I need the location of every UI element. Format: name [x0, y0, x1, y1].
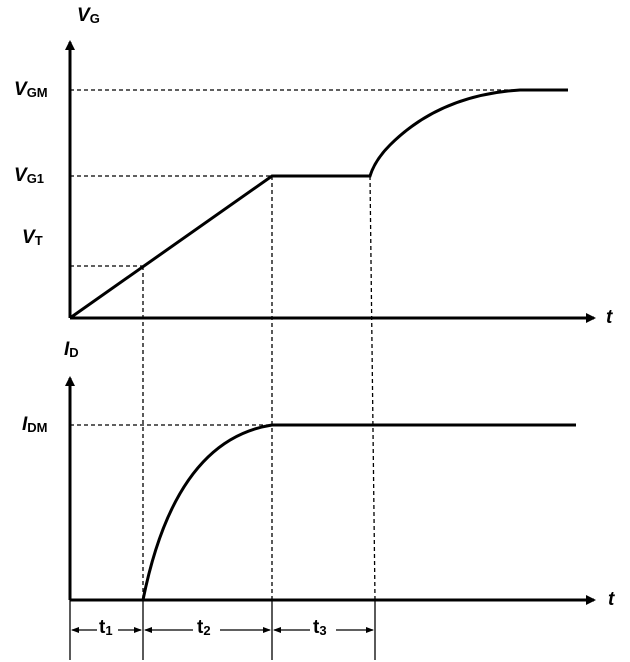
interval-label: t1 — [99, 617, 113, 638]
label-part: 2 — [203, 623, 210, 638]
interval-label: t2 — [197, 617, 211, 638]
label-part: V — [14, 79, 28, 100]
guides — [70, 89, 520, 601]
label-part: V — [77, 5, 91, 26]
label-part: 1 — [105, 623, 112, 638]
label-part: D — [69, 345, 78, 360]
gate-voltage-curve — [69, 88, 568, 320]
level-label: VGM — [14, 79, 48, 100]
label-part: DM — [27, 420, 47, 435]
label-part: I — [22, 414, 28, 435]
drain-current-curve — [141, 423, 576, 601]
label-part: t — [197, 617, 204, 638]
interval-markers — [69, 600, 376, 660]
top-axes — [65, 40, 596, 323]
y-label-bottom: ID — [64, 339, 79, 360]
label-part: GM — [27, 85, 48, 100]
label-part: 3 — [319, 623, 326, 638]
label-part: I — [64, 339, 70, 360]
level-label: IDM — [22, 414, 48, 435]
label-part: T — [35, 233, 43, 248]
label-part: t — [313, 617, 320, 638]
interval-label: t3 — [313, 617, 327, 638]
y-label-top: VG — [77, 5, 100, 26]
x-label-top: t — [606, 307, 613, 328]
label-part: G — [90, 11, 100, 26]
x-label-bottom: t — [608, 589, 615, 610]
label-part: V — [22, 227, 36, 248]
label-part: t — [99, 617, 106, 638]
label-part: G1 — [27, 171, 44, 186]
level-label: VT — [22, 227, 43, 248]
bottom-axes — [65, 376, 596, 605]
level-label: VG1 — [14, 165, 44, 186]
label-part: V — [14, 165, 28, 186]
